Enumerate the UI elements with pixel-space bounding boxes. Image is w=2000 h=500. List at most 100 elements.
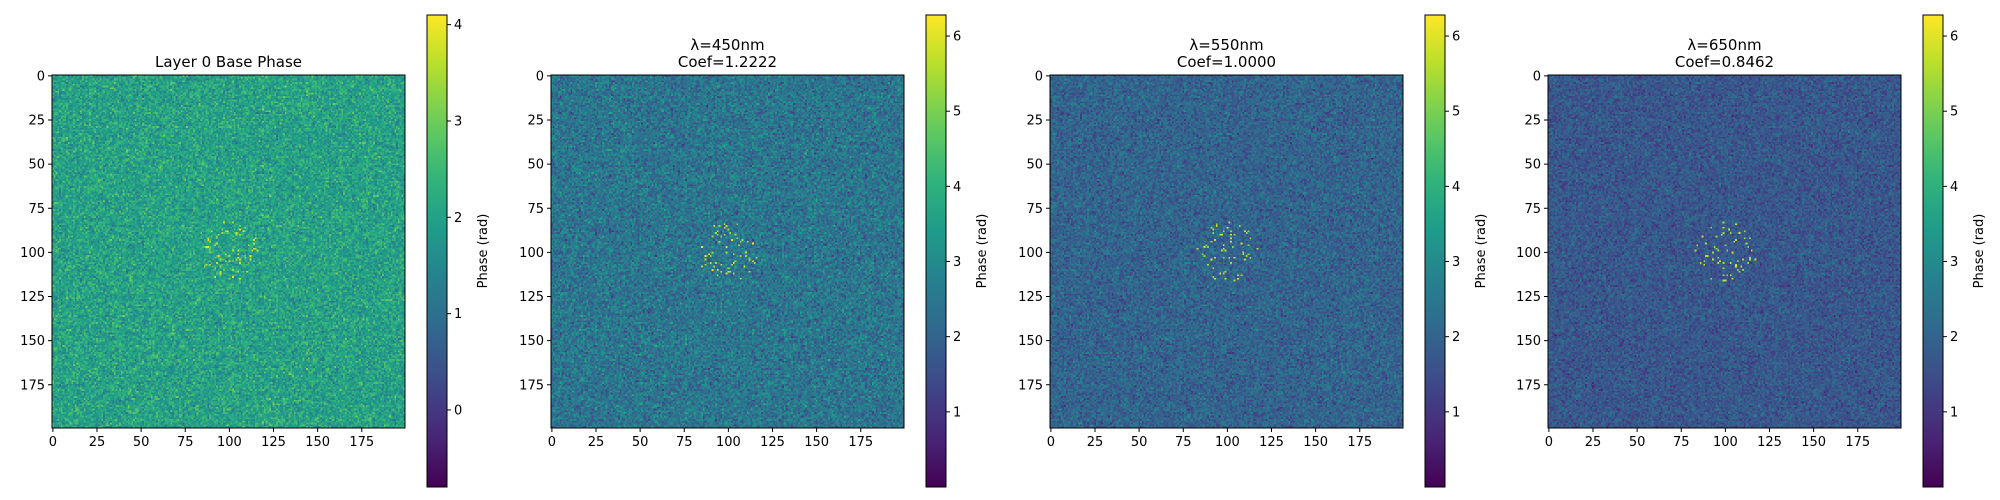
x-tick-label: 25 — [1585, 435, 1602, 450]
x-tick-label: 175 — [1845, 435, 1870, 450]
colorbar-tick-label: 3 — [454, 114, 462, 129]
plot-frame — [1049, 74, 1404, 429]
colorbar-tick-label: 1 — [953, 405, 961, 420]
x-tick-label: 100 — [1215, 435, 1240, 450]
y-tick-label: 0 — [37, 69, 45, 84]
x-tick-label: 100 — [1713, 435, 1738, 450]
x-tick-label: 125 — [261, 435, 286, 450]
x-tick-label: 0 — [1545, 435, 1553, 450]
colorbar — [426, 14, 448, 488]
x-tick-label: 25 — [588, 435, 605, 450]
y-tick-label: 0 — [536, 69, 544, 84]
colorbar — [1424, 14, 1446, 488]
colorbar-tick-label: 4 — [454, 18, 462, 33]
x-tick-label: 0 — [548, 435, 556, 450]
x-tick-label: 75 — [1175, 435, 1192, 450]
y-tick-label: 50 — [1524, 158, 1541, 173]
y-tick-label: 50 — [1026, 158, 1043, 173]
x-tick-label: 75 — [177, 435, 194, 450]
panel-title-line: λ=550nm — [1189, 36, 1263, 54]
colorbar-tick-label: 4 — [1452, 180, 1460, 195]
y-tick-label: 100 — [519, 246, 544, 261]
y-tick-label: 0 — [1533, 69, 1541, 84]
colorbar-tick-label: 1 — [454, 307, 462, 322]
y-tick-label: 75 — [527, 202, 544, 217]
colorbar-tick-label: 3 — [1950, 255, 1958, 270]
phase-heatmap — [551, 75, 904, 428]
y-tick-label: 25 — [28, 114, 45, 129]
colorbar-tick-label: 0 — [454, 403, 462, 418]
colorbar-tick-label: 6 — [953, 30, 961, 45]
colorbar-tick-label: 4 — [953, 180, 961, 195]
y-tick-label: 50 — [527, 158, 544, 173]
y-tick-label: 150 — [1018, 334, 1043, 349]
y-tick-label: 25 — [1026, 114, 1043, 129]
x-tick-label: 150 — [1801, 435, 1826, 450]
phase-heatmap — [1050, 75, 1403, 428]
colorbar-tick-label: 3 — [1452, 255, 1460, 270]
x-tick-label: 150 — [305, 435, 330, 450]
colorbar — [925, 14, 947, 488]
y-tick-label: 100 — [20, 246, 45, 261]
y-tick-label: 125 — [519, 290, 544, 305]
colorbar-tick-label: 4 — [1950, 180, 1958, 195]
x-tick-label: 75 — [676, 435, 693, 450]
y-tick-label: 125 — [1018, 290, 1043, 305]
colorbar-label: Phase (rad) — [1972, 214, 1987, 289]
y-tick-label: 150 — [1516, 334, 1541, 349]
phase-heatmap — [1548, 75, 1901, 428]
x-tick-label: 50 — [1131, 435, 1148, 450]
colorbar-label: Phase (rad) — [476, 214, 491, 289]
x-tick-label: 175 — [1347, 435, 1372, 450]
colorbar-tick-label: 2 — [1452, 330, 1460, 345]
x-tick-label: 175 — [349, 435, 374, 450]
y-tick-label: 175 — [1516, 378, 1541, 393]
colorbar-tick-label: 3 — [953, 255, 961, 270]
x-tick-label: 0 — [49, 435, 57, 450]
panel-title-line: λ=650nm — [1687, 36, 1761, 54]
plot-frame — [1547, 74, 1902, 429]
colorbar-tick-label: 5 — [1950, 105, 1958, 120]
y-tick-label: 175 — [1018, 378, 1043, 393]
x-tick-label: 25 — [1087, 435, 1104, 450]
x-tick-label: 150 — [1303, 435, 1328, 450]
y-tick-label: 175 — [20, 378, 45, 393]
x-tick-label: 125 — [1259, 435, 1284, 450]
y-tick-label: 100 — [1018, 246, 1043, 261]
plot-frame — [550, 74, 905, 429]
y-tick-label: 50 — [28, 158, 45, 173]
colorbar — [1922, 14, 1944, 488]
x-tick-label: 0 — [1047, 435, 1055, 450]
x-tick-label: 125 — [1757, 435, 1782, 450]
x-tick-label: 100 — [716, 435, 741, 450]
colorbar-tick-label: 2 — [1950, 330, 1958, 345]
y-tick-label: 150 — [20, 334, 45, 349]
x-tick-label: 100 — [217, 435, 242, 450]
colorbar-tick-label: 2 — [953, 330, 961, 345]
y-tick-label: 125 — [1516, 290, 1541, 305]
plot-frame — [51, 74, 406, 429]
y-tick-label: 175 — [519, 378, 544, 393]
y-tick-label: 125 — [20, 290, 45, 305]
x-tick-label: 50 — [1629, 435, 1646, 450]
panel-title-line: Coef=0.8462 — [1675, 53, 1774, 71]
y-tick-label: 100 — [1516, 246, 1541, 261]
panel-title-line: Layer 0 Base Phase — [155, 53, 302, 71]
x-tick-label: 175 — [848, 435, 873, 450]
y-tick-label: 0 — [1035, 69, 1043, 84]
y-tick-label: 25 — [527, 114, 544, 129]
colorbar-tick-label: 6 — [1950, 30, 1958, 45]
y-tick-label: 75 — [1524, 202, 1541, 217]
colorbar-tick-label: 5 — [1452, 105, 1460, 120]
colorbar-tick-label: 6 — [1452, 30, 1460, 45]
colorbar-label: Phase (rad) — [975, 214, 990, 289]
x-tick-label: 150 — [804, 435, 829, 450]
panel-title-line: Coef=1.2222 — [678, 53, 777, 71]
x-tick-label: 125 — [760, 435, 785, 450]
panel-title-line: Coef=1.0000 — [1177, 53, 1276, 71]
x-tick-label: 50 — [133, 435, 150, 450]
